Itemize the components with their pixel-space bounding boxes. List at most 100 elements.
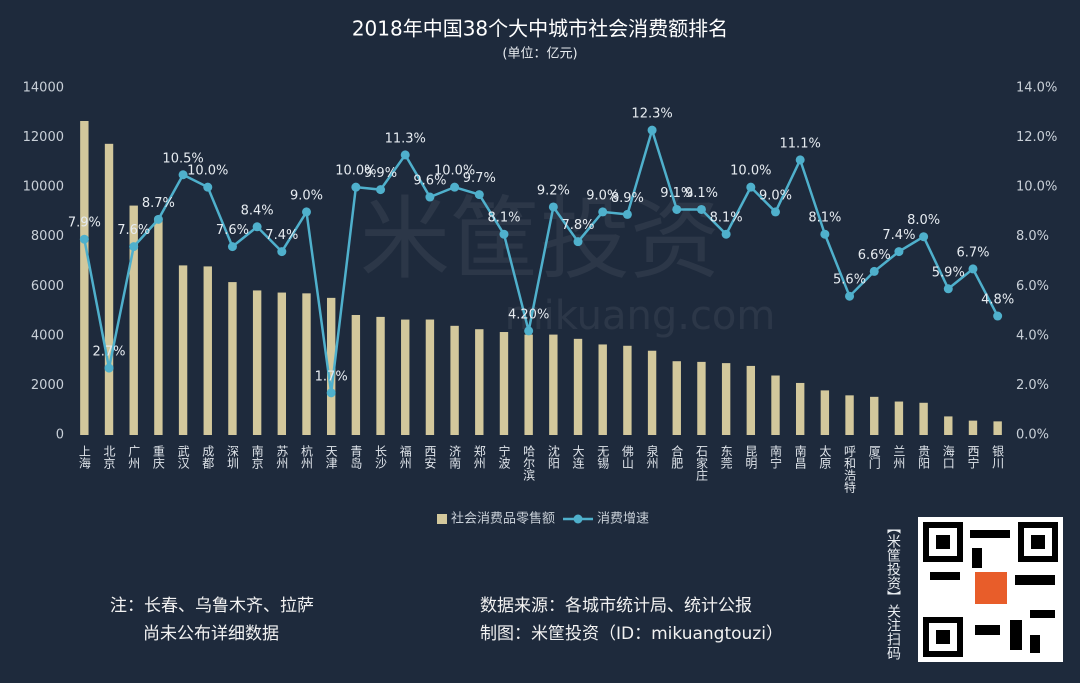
- marker: [425, 192, 435, 202]
- value-label: 7.8%: [562, 218, 595, 233]
- marker: [178, 170, 188, 180]
- bar: [425, 319, 435, 435]
- marker: [376, 185, 386, 195]
- bar: [80, 120, 89, 436]
- y2-tick-label: 4.0%: [1016, 328, 1049, 343]
- x-tick-label: 南昌: [793, 444, 807, 469]
- y2-tick-label: 0.0%: [1016, 428, 1049, 443]
- line: [83, 125, 999, 394]
- marker: [968, 264, 978, 274]
- marker: [400, 150, 410, 160]
- x-tick-label: 成都: [201, 445, 215, 469]
- marker: [79, 234, 89, 244]
- y2-tick-label: 2.0%: [1016, 378, 1049, 393]
- marker: [277, 247, 287, 257]
- bar: [647, 350, 657, 435]
- marker: [795, 155, 805, 165]
- x-tick-label: 太原: [818, 444, 832, 469]
- legend-label: 消费增速: [597, 512, 649, 527]
- marker: [153, 214, 163, 224]
- x-tick-label: 重庆: [151, 445, 165, 469]
- value-label: 8.1%: [808, 211, 841, 226]
- y-tick-label: 12000: [23, 130, 64, 145]
- bar: [672, 361, 681, 435]
- bar: [475, 329, 484, 435]
- legend-swatch: [573, 514, 583, 524]
- marker: [598, 207, 608, 217]
- x-tick-label: 海口: [941, 444, 955, 469]
- bar: [351, 314, 361, 435]
- qr-code: [918, 517, 1063, 662]
- value-label: 7.6%: [216, 223, 249, 238]
- y-tick-label: 2000: [31, 378, 64, 393]
- x-tick-label: 合肥: [670, 444, 684, 469]
- marker: [845, 291, 855, 301]
- marker: [647, 125, 657, 135]
- x-tick-label: 郑州: [472, 444, 486, 469]
- value-label: 7.4%: [882, 228, 915, 243]
- bar: [154, 217, 163, 435]
- bar: [326, 297, 336, 435]
- chart-subtitle: (单位：亿元): [502, 47, 577, 62]
- x-tick-label: 北京: [102, 445, 116, 470]
- marker: [820, 229, 830, 239]
- marker: [869, 266, 879, 276]
- x-tick-label: 呼和浩特: [843, 445, 857, 493]
- bar: [178, 265, 188, 435]
- x-tick-label: 佛山: [620, 445, 634, 469]
- marker: [771, 207, 780, 217]
- x-tick-label: 广州: [127, 445, 141, 469]
- y-tick-label: 10000: [23, 180, 64, 195]
- watermark-url: mikuang.com: [505, 293, 776, 339]
- x-tick-label: 昆明: [744, 445, 758, 470]
- note: 尚未公布详细数据: [143, 624, 279, 644]
- marker: [499, 229, 509, 239]
- value-label: 9.9%: [364, 166, 397, 181]
- marker: [351, 182, 361, 192]
- bar: [993, 421, 1002, 435]
- marker: [721, 229, 731, 239]
- x-tick-label: 哈尔滨: [522, 445, 536, 481]
- note: 注：长春、乌鲁木齐、拉萨: [110, 596, 314, 616]
- bar: [697, 361, 706, 435]
- chart-title: 2018年中国38个大中城市社会消费额排名: [352, 17, 728, 41]
- bar: [203, 266, 212, 435]
- x-tick-label: 武汉: [176, 445, 190, 469]
- x-tick-label: 宁波: [497, 444, 511, 470]
- marker: [227, 242, 237, 252]
- x-tick-label: 泉州: [645, 445, 659, 469]
- x-tick-label: 深圳: [225, 445, 239, 469]
- value-label: 8.4%: [241, 203, 274, 218]
- x-tick-label: 大连: [571, 445, 585, 470]
- y2-tick-label: 14.0%: [1016, 81, 1057, 96]
- bar: [129, 205, 138, 435]
- bar: [771, 375, 780, 435]
- credit: 制图：米筐投资（ID：mikuangtouzi）: [480, 624, 783, 644]
- x-tick-label: 济南: [448, 444, 462, 469]
- legend-swatch: [437, 514, 447, 524]
- value-label: 5.9%: [932, 265, 965, 280]
- x-tick-label: 南宁: [769, 444, 783, 469]
- value-label: 4.20%: [508, 307, 549, 322]
- qr-caption: 【米筐投资】关注扫码: [885, 520, 901, 660]
- bar: [524, 334, 533, 435]
- value-label: 10.0%: [187, 164, 228, 179]
- x-tick-label: 福州: [398, 444, 412, 469]
- value-label: 10.5%: [162, 151, 203, 166]
- x-tick-label: 银川: [991, 445, 1005, 469]
- marker: [746, 182, 756, 192]
- x-tick-label: 上海: [77, 445, 91, 469]
- marker: [672, 204, 682, 214]
- x-tick-label: 无锡: [596, 445, 610, 470]
- x-tick-label: 西宁: [966, 445, 980, 469]
- value-label: 11.1%: [780, 136, 821, 151]
- value-label: 6.7%: [956, 245, 989, 260]
- bar: [104, 143, 114, 435]
- y-tick-label: 14000: [23, 81, 64, 96]
- marker: [993, 311, 1003, 321]
- value-label: 9.7%: [463, 171, 496, 186]
- value-label: 5.6%: [833, 273, 866, 288]
- value-label: 10.0%: [434, 164, 475, 179]
- y2-tick-label: 10.0%: [1016, 180, 1057, 195]
- value-label: 7.4%: [265, 228, 298, 243]
